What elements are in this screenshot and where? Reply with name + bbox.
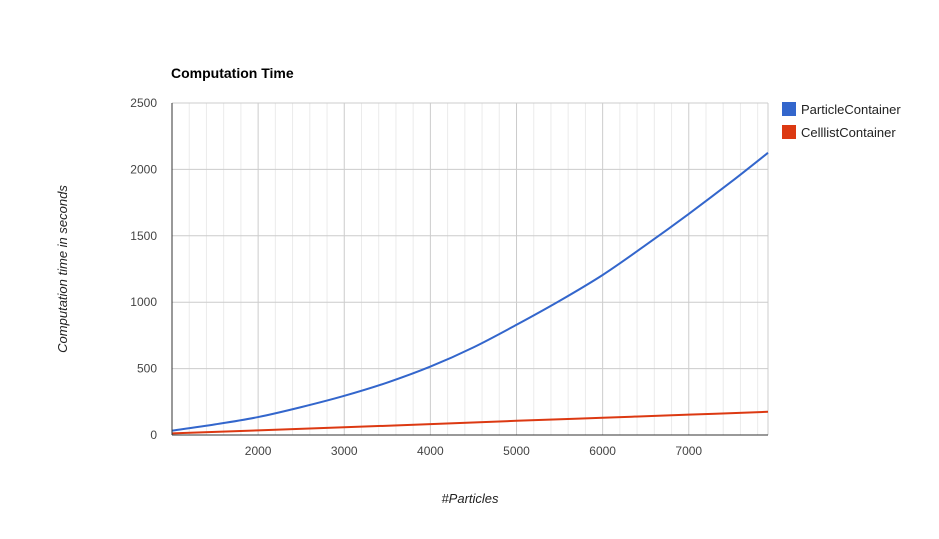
- legend-swatch-particlecontainer: [782, 102, 796, 116]
- x-axis-label: #Particles: [441, 491, 499, 506]
- series-line-celllistcontainer: [171, 410, 769, 435]
- x-tick-label: 7000: [675, 444, 702, 458]
- chart-grid: [172, 102, 769, 435]
- y-tick-label: 500: [137, 362, 157, 376]
- series-lines: [171, 152, 769, 435]
- chart-legend: ParticleContainer CelllistContainer: [782, 102, 901, 140]
- series-line-particlecontainer: [171, 152, 769, 432]
- x-tick-label: 6000: [589, 444, 616, 458]
- x-axis-ticks: 2000 3000 4000 5000 6000 7000: [245, 444, 703, 458]
- y-tick-label: 0: [150, 428, 157, 442]
- x-tick-label: 3000: [331, 444, 358, 458]
- y-axis-label: Computation time in seconds: [55, 185, 70, 353]
- chart-title: Computation Time: [171, 65, 294, 81]
- y-tick-label: 2000: [130, 162, 157, 176]
- y-axis-ticks: 0 500 1000 1500 2000 2500: [130, 96, 157, 442]
- x-tick-label: 4000: [417, 444, 444, 458]
- x-tick-label: 5000: [503, 444, 530, 458]
- legend-label-celllistcontainer: CelllistContainer: [801, 125, 896, 140]
- legend-swatch-celllistcontainer: [782, 125, 796, 139]
- y-tick-label: 1000: [130, 295, 157, 309]
- y-tick-label: 1500: [130, 229, 157, 243]
- legend-label-particlecontainer: ParticleContainer: [801, 102, 901, 117]
- y-tick-label: 2500: [130, 96, 157, 110]
- x-tick-label: 2000: [245, 444, 272, 458]
